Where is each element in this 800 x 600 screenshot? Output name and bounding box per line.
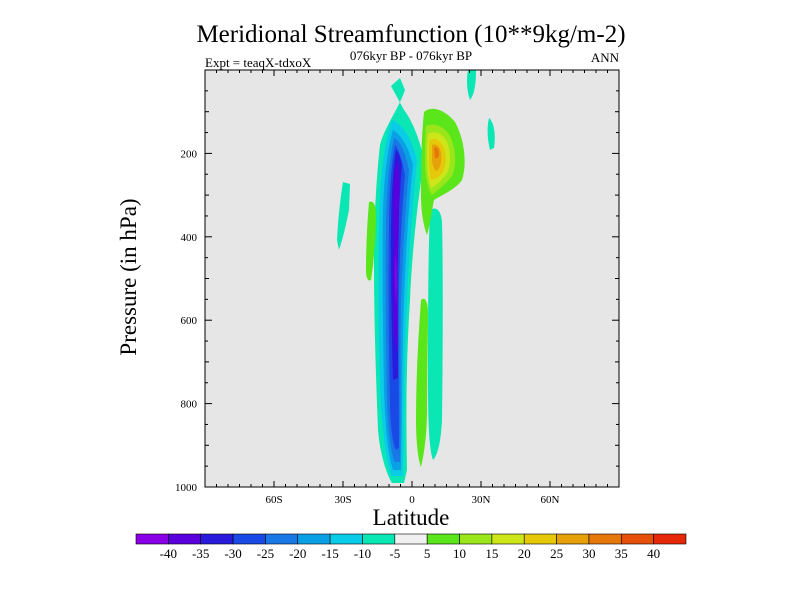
x-tick-label: 30N	[472, 494, 491, 506]
colorbar-swatch	[491, 533, 525, 545]
colorbar-swatch	[588, 533, 622, 545]
contour-pos-strip-south	[366, 201, 376, 281]
contour-pos-strip-nh	[416, 298, 428, 467]
colorbar-swatch	[232, 533, 266, 545]
y-tick-label: 600	[181, 315, 198, 327]
colorbar-swatch	[426, 533, 460, 545]
colorbar-swatch	[297, 533, 331, 545]
colorbar-label: -35	[192, 546, 209, 561]
y-tick-label: 400	[181, 232, 198, 244]
x-tick-label: 0	[409, 494, 415, 506]
colorbar-label: 20	[518, 546, 531, 561]
y-tick-label: 1000	[175, 482, 198, 494]
colorbar: -40 -35 -30 -25 -20 -15 -10 -5 5 10 15 20 25 30 35 40	[135, 533, 687, 561]
y-tick-label: 200	[181, 148, 198, 160]
colorbar-swatch	[653, 533, 687, 545]
contour-neg-patch-south	[337, 182, 350, 250]
x-axis-ticks: 60S 30S 0 30N 60N	[216, 70, 608, 506]
colorbar-label: -5	[389, 546, 400, 561]
colorbar-swatch	[556, 533, 590, 545]
colorbar-label: -30	[224, 546, 241, 561]
colorbar-label: 30	[582, 546, 595, 561]
colorbar-label: 5	[424, 546, 431, 561]
experiment-label: Expt = teaqX-tdxoX	[205, 55, 312, 70]
colorbar-swatch	[459, 533, 493, 545]
colorbar-label: 35	[615, 546, 628, 561]
contour-neg-band-nh	[428, 208, 443, 460]
y-axis-title: Pressure (in hPa)	[116, 198, 141, 355]
x-axis-title: Latitude	[373, 505, 450, 530]
colorbar-swatch	[265, 533, 299, 545]
season-label: ANN	[591, 50, 620, 65]
contour-pos-core	[434, 147, 439, 159]
y-tick-label: 800	[181, 399, 198, 411]
colorbar-label: 10	[453, 546, 466, 561]
colorbar-swatch	[200, 533, 234, 545]
contour-neg-patch-nh-small	[487, 118, 495, 150]
colorbar-swatch	[168, 533, 202, 545]
x-tick-label: 30S	[334, 494, 351, 506]
colorbar-label: 15	[485, 546, 498, 561]
y-axis-ticks: 200 400 600 800 1000	[175, 90, 619, 494]
colorbar-swatch	[394, 533, 428, 545]
colorbar-swatch	[620, 533, 654, 545]
colorbar-swatch	[135, 533, 169, 545]
colorbar-label: -20	[289, 546, 306, 561]
colorbar-label: -25	[257, 546, 274, 561]
colorbar-label: 40	[647, 546, 660, 561]
colorbar-swatch	[523, 533, 557, 545]
contour-fills	[337, 70, 495, 483]
x-tick-label: 60S	[265, 494, 282, 506]
colorbar-label: -40	[160, 546, 177, 561]
chart-subtitle: 076kyr BP - 076kyr BP	[350, 48, 472, 63]
colorbar-label: 25	[550, 546, 563, 561]
contour-neg-band-40	[394, 255, 397, 305]
chart-title: Meridional Streamfunction (10**9kg/m-2)	[196, 21, 625, 48]
colorbar-swatch	[362, 533, 396, 545]
x-tick-label: 60N	[541, 494, 560, 506]
contour-neg-patch-nh-upper	[466, 70, 476, 100]
colorbar-label: -10	[354, 546, 371, 561]
colorbar-label: -15	[321, 546, 338, 561]
colorbar-swatch	[329, 533, 363, 545]
